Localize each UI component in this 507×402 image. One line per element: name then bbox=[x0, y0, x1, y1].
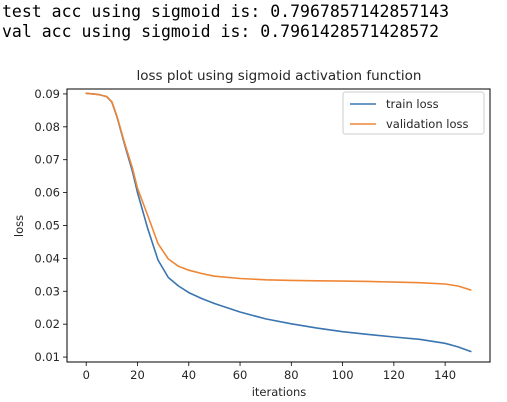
y-tick-label: 0.05 bbox=[34, 219, 60, 233]
y-tick-label: 0.07 bbox=[34, 153, 60, 167]
legend-box bbox=[342, 91, 485, 135]
x-tick-label: 80 bbox=[284, 368, 299, 382]
y-axis-ticks: 0.01 0.02 0.03 0.04 0.05 0.06 0.07 0.08 0.09 bbox=[34, 87, 67, 364]
x-axis-label: iterations bbox=[252, 385, 307, 399]
y-tick-label: 0.02 bbox=[34, 317, 60, 331]
y-tick-label: 0.06 bbox=[34, 186, 60, 200]
y-axis-label: loss bbox=[12, 215, 26, 237]
chart-title: loss plot using sigmoid activation funct… bbox=[137, 68, 422, 84]
y-tick-label: 0.04 bbox=[34, 251, 60, 265]
series-line-validation-loss bbox=[85, 92, 472, 291]
x-axis-ticks: 0 20 40 60 80 100 120 140 bbox=[83, 362, 456, 382]
x-tick-label: 140 bbox=[434, 368, 456, 382]
x-tick-label: 0 bbox=[83, 368, 90, 382]
x-tick-label: 40 bbox=[181, 368, 196, 382]
legend-label-validation-loss: validation loss bbox=[386, 117, 469, 131]
y-tick-label: 0.08 bbox=[34, 120, 60, 134]
val-accuracy-output: val acc using sigmoid is: 0.796142857142… bbox=[2, 22, 440, 41]
test-accuracy-output: test acc using sigmoid is: 0.79678571428… bbox=[2, 2, 450, 21]
x-tick-label: 60 bbox=[233, 368, 248, 382]
legend-label-train-loss: train loss bbox=[386, 97, 439, 111]
y-tick-label: 0.03 bbox=[34, 284, 60, 298]
series-layer bbox=[85, 92, 472, 353]
x-tick-label: 100 bbox=[332, 368, 354, 382]
y-tick-label: 0.09 bbox=[34, 87, 60, 101]
x-tick-label: 120 bbox=[383, 368, 405, 382]
chart-legend: train loss validation loss bbox=[342, 91, 485, 135]
x-tick-label: 20 bbox=[130, 368, 145, 382]
y-tick-label: 0.01 bbox=[34, 350, 60, 364]
